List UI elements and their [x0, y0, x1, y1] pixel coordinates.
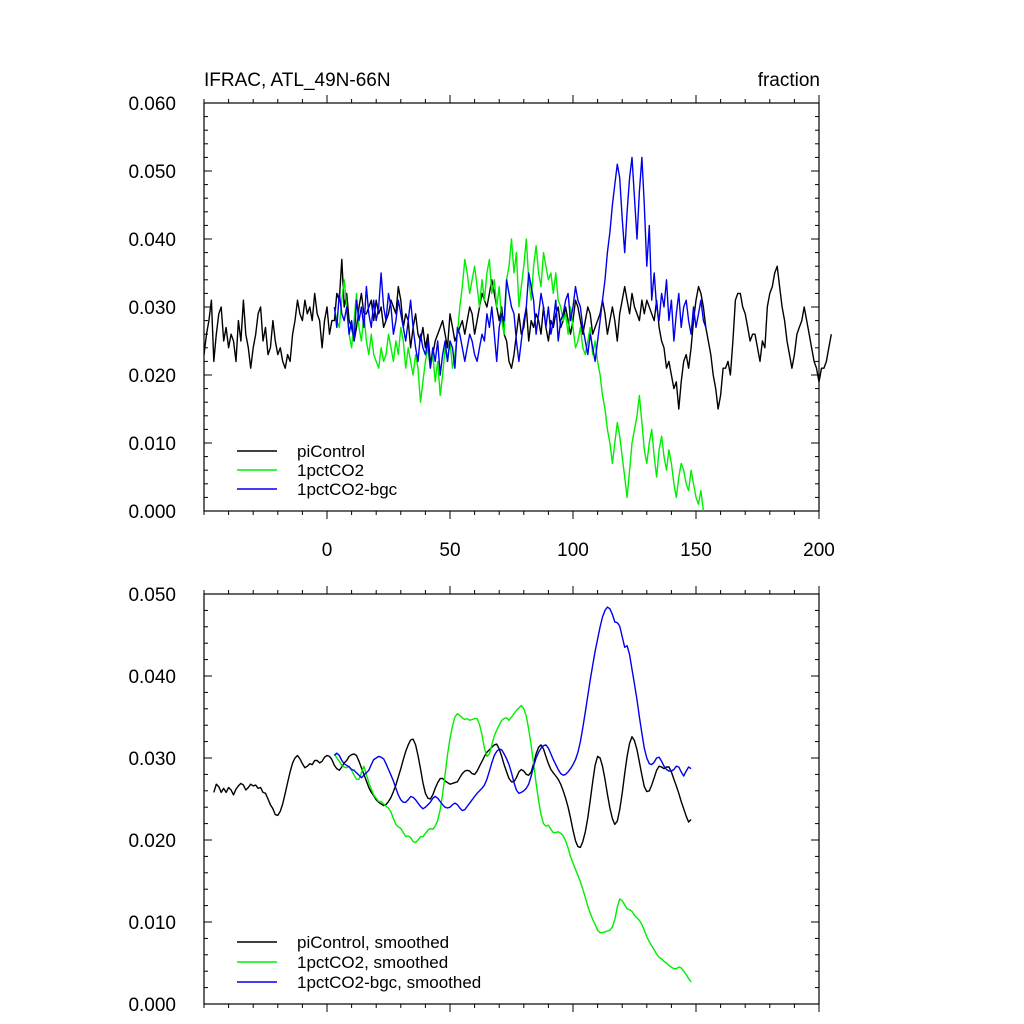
legend-label: piControl — [297, 442, 365, 461]
y-tick-label: 0.020 — [128, 366, 176, 387]
legend-label: 1pctCO2 — [297, 461, 364, 480]
y-tick-label: 0.040 — [128, 667, 176, 688]
y-tick-label: 0.060 — [128, 94, 176, 115]
chart-title: IFRAC, ATL_49N-66N — [204, 70, 391, 91]
x-tick-label: 100 — [557, 540, 589, 561]
y-tick-label: 0.000 — [128, 502, 176, 523]
series-top — [203, 156, 832, 512]
series-line-1pctco2-bgc-smoothed — [333, 606, 692, 812]
y-tick-label: 0.010 — [128, 434, 176, 455]
x-tick-labels-top: 0 50 100 150 200 — [322, 540, 835, 561]
units-label: fraction — [758, 70, 820, 91]
tick-marks-bottom — [203, 586, 820, 1012]
y-tick-label: 0.050 — [128, 162, 176, 183]
x-tick-label: 50 — [439, 540, 460, 561]
y-tick-label: 0.030 — [128, 749, 176, 770]
legend-label: 1pctCO2-bgc, smoothed — [297, 973, 481, 992]
panel-top: IFRAC, ATL_49N-66N fraction 0.0000.0100.… — [128, 70, 834, 561]
y-tick-label: 0.030 — [128, 298, 176, 319]
y-tick-labels-bottom: 0.000 0.010 0.020 0.030 0.040 0.050 — [128, 585, 176, 1016]
y-tick-labels-top: 0.000 0.010 0.020 0.030 0.040 0.050 0.060 — [128, 94, 176, 523]
series-line-1pctco2-smoothed — [333, 704, 692, 983]
series-line-1pctco2-bgc — [333, 156, 707, 376]
legend-label: 1pctCO2, smoothed — [297, 953, 448, 972]
x-tick-label: 0 — [322, 540, 333, 561]
x-tick-label: 150 — [680, 540, 712, 561]
plot-frame-bottom — [203, 593, 820, 1005]
series-bottom — [213, 606, 692, 983]
y-tick-label: 0.010 — [128, 913, 176, 934]
series-line-picontrol-smoothed — [213, 736, 692, 849]
legend-label: 1pctCO2-bgc — [297, 480, 398, 499]
legend-label: piControl, smoothed — [297, 933, 449, 952]
tick-marks-top — [203, 95, 820, 519]
y-tick-label: 0.020 — [128, 831, 176, 852]
series-line-1pctco2 — [333, 238, 705, 512]
panel-bottom: 0.000 0.010 0.020 0.030 0.040 0.050 piControl… — [128, 585, 820, 1016]
series-line-picontrol — [203, 258, 832, 410]
x-tick-label: 200 — [803, 540, 835, 561]
y-tick-label: 0.040 — [128, 230, 176, 251]
y-tick-label: 0.000 — [128, 995, 176, 1016]
y-tick-label: 0.050 — [128, 585, 176, 606]
